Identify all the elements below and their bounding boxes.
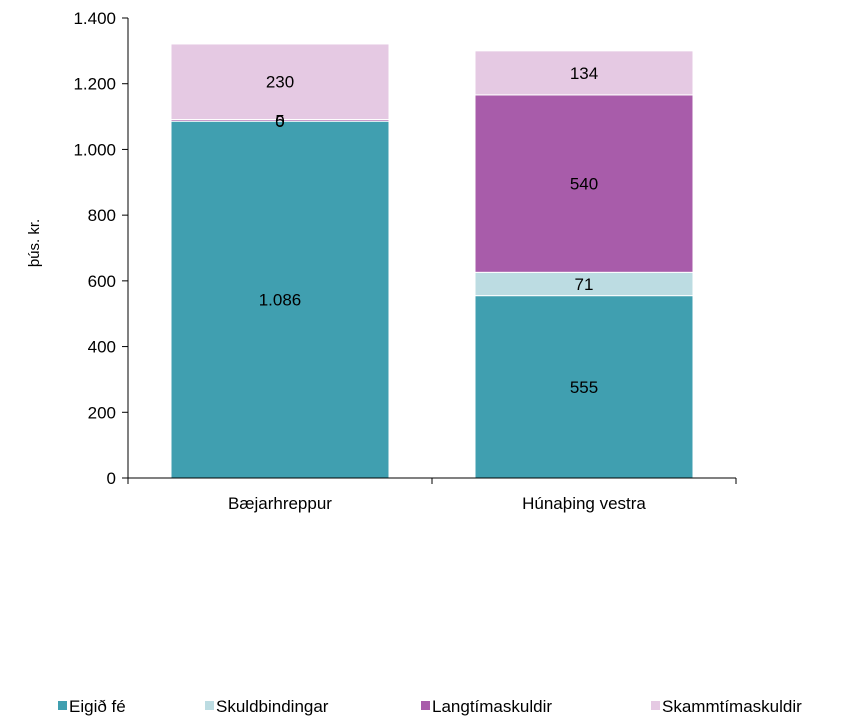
data-label-eigi-fe-huna-ing-vestra: 555 — [570, 378, 598, 397]
data-label-langtimaskuldir-huna-ing-vestra: 540 — [570, 175, 598, 194]
data-label-langtimaskuldir-b-jarhreppur: 5 — [275, 111, 284, 130]
legend-label-skammtimaskuldir: Skammtímaskuldir — [662, 697, 802, 716]
data-label-eigi-fe-b-jarhreppur: 1.086 — [259, 291, 302, 310]
bar-skammtimaskuldir-huna-ing-vestra — [474, 50, 694, 96]
data-label-skuldbindingar-b-jarhreppur: 0 — [275, 112, 284, 131]
x-tick-label: Húnaþing vestra — [522, 494, 646, 513]
y-tick-label: 800 — [88, 206, 116, 225]
y-tick-label: 600 — [88, 272, 116, 291]
data-label-skuldbindingar-huna-ing-vestra: 71 — [575, 275, 594, 294]
y-tick-label: 1.400 — [73, 9, 116, 28]
data-label-skammtimaskuldir-b-jarhreppur: 230 — [266, 73, 294, 92]
bars-layer — [170, 43, 694, 479]
legend-swatch-eigi-fe — [58, 701, 67, 710]
y-tick-label: 400 — [88, 338, 116, 357]
bar-eigi-fe-b-jarhreppur — [170, 120, 390, 479]
bar-eigi-fe-huna-ing-vestra — [474, 295, 694, 479]
y-tick-label: 0 — [107, 469, 116, 488]
y-axis-title: þús. kr. — [26, 219, 43, 267]
y-tick-label: 200 — [88, 403, 116, 422]
legend-label-langtimaskuldir: Langtímaskuldir — [432, 697, 552, 716]
y-tick-label: 1.200 — [73, 75, 116, 94]
bar-langtimaskuldir-huna-ing-vestra — [474, 94, 694, 273]
legend-swatch-langtimaskuldir — [421, 701, 430, 710]
legend-swatch-skammtimaskuldir — [651, 701, 660, 710]
legend-swatch-skuldbindingar — [205, 701, 214, 710]
x-tick-label: Bæjarhreppur — [228, 494, 332, 513]
legend-label-eigi-fe: Eigið fé — [69, 697, 126, 716]
y-tick-label: 1.000 — [73, 140, 116, 159]
bar-skammtimaskuldir-b-jarhreppur — [170, 43, 390, 121]
data-labels-layer: 1.086 05 230 555 71 540 134 — [259, 64, 598, 397]
legend-label-skuldbindingar: Skuldbindingar — [216, 697, 329, 716]
x-labels-layer: Bæjarhreppur Húnaþing vestra — [127, 478, 737, 513]
y-ticks-layer: 0 200 400 600 800 1.000 1.200 1.400 — [73, 9, 128, 488]
data-label-skammtimaskuldir-huna-ing-vestra: 134 — [570, 64, 598, 83]
legend: Eigið fé Skuldbindingar Langtímaskuldir Ska… — [58, 697, 802, 716]
